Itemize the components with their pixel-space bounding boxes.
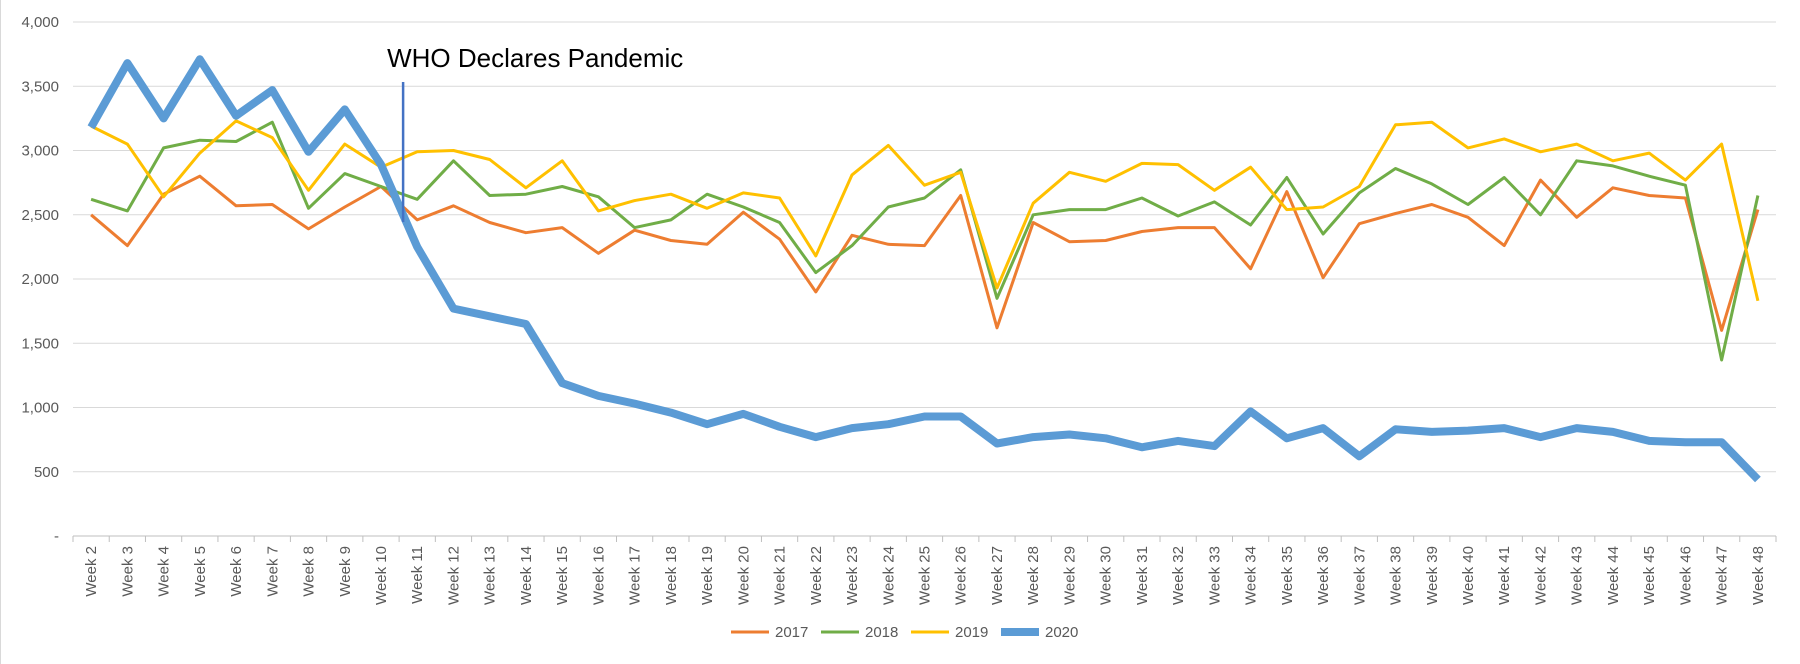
y-tick-label: 1,500: [21, 335, 59, 352]
y-tick-label: 500: [34, 464, 59, 481]
x-tick-label: Week 42: [1532, 546, 1549, 605]
x-tick-label: Week 7: [264, 546, 281, 597]
x-tick-label: Week 24: [880, 546, 897, 605]
x-tick-label: Week 48: [1750, 546, 1767, 605]
x-tick-label: Week 32: [1170, 546, 1187, 605]
x-tick-label: Week 46: [1677, 546, 1694, 605]
x-axis: Week 2 Week 3 Week 4 Week 5 Week 6 Week 7 Week…: [72, 536, 1777, 605]
legend-label-2017: 2017: [775, 624, 808, 641]
x-tick-label: Week 11: [409, 546, 426, 604]
x-tick-label: Week 15: [554, 546, 571, 605]
legend-label-2020: 2020: [1045, 624, 1078, 641]
x-tick-label: Week 5: [192, 546, 209, 597]
x-tick-label: Week 35: [1279, 546, 1296, 605]
x-tick-label: Week 31: [1134, 546, 1151, 605]
x-tick-label: Week 34: [1243, 546, 1260, 605]
x-tick-label: Week 28: [1025, 546, 1042, 605]
x-tick-label: Week 33: [1206, 546, 1223, 605]
y-tick-label: 4,000: [21, 14, 59, 31]
x-tick-label: Week 23: [844, 546, 861, 605]
x-tick-label: Week 47: [1714, 546, 1731, 605]
x-tick-label: Week 38: [1388, 546, 1405, 605]
x-tick-label: Week 2: [83, 546, 100, 597]
x-tick-label: Week 14: [518, 546, 535, 605]
y-tick-label: 3,000: [21, 143, 59, 160]
x-tick-label: Week 18: [663, 546, 680, 605]
series-line-2019: [90, 119, 1760, 302]
legend-label-2019: 2019: [955, 624, 988, 641]
x-tick-label: Week 30: [1098, 546, 1115, 605]
y-tick-label: 2,500: [21, 207, 59, 224]
x-tick-label: Week 36: [1315, 546, 1332, 605]
y-tick-label: 3,500: [21, 78, 59, 95]
x-tick-label: Week 44: [1605, 546, 1622, 605]
annotation-label: WHO Declares Pandemic: [387, 43, 683, 73]
x-tick-label: Week 12: [445, 546, 462, 605]
y-tick-label: 2,000: [21, 271, 59, 288]
x-tick-label: Week 3: [119, 546, 136, 597]
x-tick-label: Week 9: [337, 546, 354, 597]
x-tick-label: Week 39: [1424, 546, 1441, 605]
legend: 2017 2018 2019 2020: [731, 624, 1078, 641]
x-tick-label: Week 40: [1460, 546, 1477, 605]
y-tick-label: -: [54, 528, 59, 545]
x-tick-label: Week 41: [1496, 546, 1513, 605]
series-lines: [87, 55, 1761, 483]
x-tick-label: Week 8: [301, 546, 318, 597]
x-tick-label: Week 21: [772, 546, 789, 605]
series-line-2020: [87, 55, 1761, 483]
x-tick-label: Week 25: [917, 546, 934, 605]
x-tick-label: Week 43: [1569, 546, 1586, 605]
x-tick-label: Week 26: [953, 546, 970, 605]
x-tick-label: Week 45: [1641, 546, 1658, 605]
x-tick-label: Week 10: [373, 546, 390, 605]
x-tick-label: Week 29: [1061, 546, 1078, 605]
x-tick-label: Week 19: [699, 546, 716, 605]
x-tick-label: Week 37: [1351, 546, 1368, 605]
x-tick-label: Week 27: [989, 546, 1006, 605]
x-tick-label: Week 16: [590, 546, 607, 605]
x-tick-label: Week 17: [627, 546, 644, 605]
legend-label-2018: 2018: [865, 624, 898, 641]
x-tick-label: Week 4: [156, 546, 173, 597]
series-line-2017: [90, 174, 1760, 332]
y-axis: - 500 1,000 1,500 2,000 2,500 3,000 3,500 4,000: [21, 14, 59, 545]
x-tick-label: Week 6: [228, 546, 245, 597]
series-line-2018: [90, 120, 1760, 362]
x-tick-label: Week 22: [808, 546, 825, 605]
annotations: WHO Declares Pandemic: [387, 43, 683, 222]
x-tick-label: Week 20: [735, 546, 752, 605]
x-tick-label: Week 13: [482, 546, 499, 605]
y-tick-label: 1,000: [21, 400, 59, 417]
gridlines: [73, 21, 1776, 537]
